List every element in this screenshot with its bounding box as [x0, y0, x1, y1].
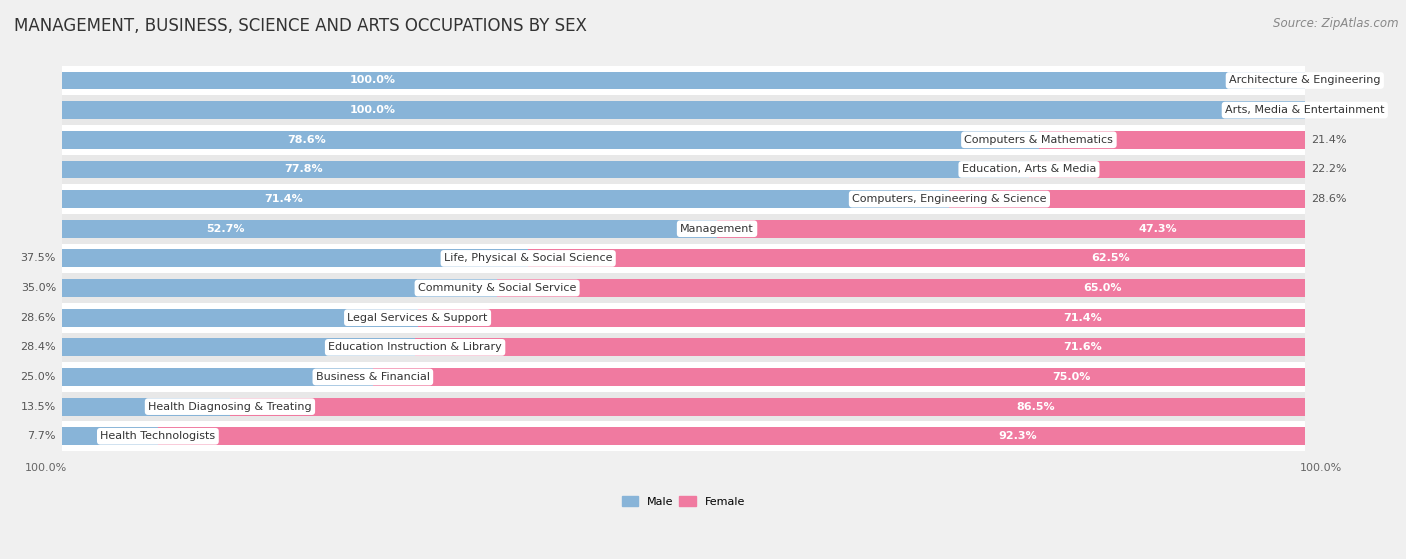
Bar — [62, 214, 1305, 244]
Text: 92.3%: 92.3% — [998, 432, 1038, 441]
Text: Health Diagnosing & Treating: Health Diagnosing & Treating — [148, 401, 312, 411]
Text: Source: ZipAtlas.com: Source: ZipAtlas.com — [1274, 17, 1399, 30]
Bar — [62, 220, 717, 238]
Text: 86.5%: 86.5% — [1017, 401, 1056, 411]
Bar — [415, 338, 1305, 356]
Bar — [949, 190, 1305, 208]
Bar — [1039, 131, 1305, 149]
Text: Community & Social Service: Community & Social Service — [418, 283, 576, 293]
Bar — [62, 184, 1305, 214]
Text: Life, Physical & Social Science: Life, Physical & Social Science — [444, 253, 613, 263]
Text: Legal Services & Support: Legal Services & Support — [347, 312, 488, 323]
Bar — [717, 220, 1305, 238]
Bar — [62, 279, 498, 297]
Bar — [62, 131, 1039, 149]
Text: 7.7%: 7.7% — [28, 432, 56, 441]
Text: 65.0%: 65.0% — [1084, 283, 1122, 293]
Text: 28.6%: 28.6% — [1310, 194, 1347, 204]
Text: 75.0%: 75.0% — [1053, 372, 1091, 382]
Text: 21.4%: 21.4% — [1310, 135, 1347, 145]
Text: 28.4%: 28.4% — [20, 342, 56, 352]
Bar — [62, 273, 1305, 303]
Bar — [62, 428, 157, 445]
Bar — [62, 125, 1305, 155]
Bar — [62, 333, 1305, 362]
Text: 100.0%: 100.0% — [1299, 463, 1343, 473]
Bar — [62, 190, 949, 208]
Text: 77.8%: 77.8% — [284, 164, 323, 174]
Text: Business & Financial: Business & Financial — [316, 372, 430, 382]
Bar — [62, 303, 1305, 333]
Bar — [157, 428, 1305, 445]
Text: Arts, Media & Entertainment: Arts, Media & Entertainment — [1225, 105, 1385, 115]
Bar — [1029, 160, 1305, 178]
Text: Computers & Mathematics: Computers & Mathematics — [965, 135, 1114, 145]
Text: 71.4%: 71.4% — [264, 194, 304, 204]
Text: 71.6%: 71.6% — [1063, 342, 1102, 352]
Text: MANAGEMENT, BUSINESS, SCIENCE AND ARTS OCCUPATIONS BY SEX: MANAGEMENT, BUSINESS, SCIENCE AND ARTS O… — [14, 17, 586, 35]
Text: 100.0%: 100.0% — [25, 463, 67, 473]
Bar — [62, 398, 231, 415]
Text: 25.0%: 25.0% — [21, 372, 56, 382]
Text: 28.6%: 28.6% — [21, 312, 56, 323]
Bar — [62, 309, 418, 326]
Text: 71.4%: 71.4% — [1063, 312, 1102, 323]
Bar — [529, 249, 1305, 267]
Bar — [62, 421, 1305, 451]
Text: Computers, Engineering & Science: Computers, Engineering & Science — [852, 194, 1046, 204]
Bar — [62, 392, 1305, 421]
Text: Education Instruction & Library: Education Instruction & Library — [328, 342, 502, 352]
Text: 100.0%: 100.0% — [350, 105, 396, 115]
Bar — [62, 362, 1305, 392]
Text: 22.2%: 22.2% — [1310, 164, 1347, 174]
Text: 37.5%: 37.5% — [21, 253, 56, 263]
Text: 62.5%: 62.5% — [1091, 253, 1130, 263]
Bar — [62, 368, 373, 386]
Bar — [62, 95, 1305, 125]
Text: 78.6%: 78.6% — [287, 135, 326, 145]
Bar — [62, 249, 529, 267]
Text: 47.3%: 47.3% — [1139, 224, 1177, 234]
Bar — [62, 155, 1305, 184]
Text: Architecture & Engineering: Architecture & Engineering — [1229, 75, 1381, 86]
Text: Management: Management — [681, 224, 754, 234]
Bar — [62, 72, 1305, 89]
Bar — [62, 338, 415, 356]
Text: Education, Arts & Media: Education, Arts & Media — [962, 164, 1097, 174]
Text: 35.0%: 35.0% — [21, 283, 56, 293]
Bar — [498, 279, 1305, 297]
Bar — [418, 309, 1305, 326]
Text: 100.0%: 100.0% — [350, 75, 396, 86]
Text: 13.5%: 13.5% — [21, 401, 56, 411]
Bar — [373, 368, 1305, 386]
Legend: Male, Female: Male, Female — [617, 491, 749, 511]
Bar — [62, 65, 1305, 95]
Bar — [62, 101, 1305, 119]
Bar — [231, 398, 1305, 415]
Text: 52.7%: 52.7% — [207, 224, 245, 234]
Bar — [62, 244, 1305, 273]
Bar — [62, 160, 1029, 178]
Text: Health Technologists: Health Technologists — [100, 432, 215, 441]
